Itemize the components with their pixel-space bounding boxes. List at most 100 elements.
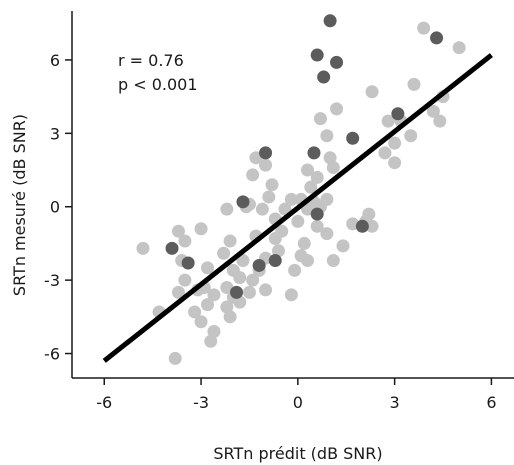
data-point-light bbox=[310, 219, 324, 233]
data-point-dark bbox=[317, 70, 331, 84]
x-tick-label: 6 bbox=[486, 393, 496, 412]
data-point-light bbox=[320, 227, 334, 241]
data-point-light bbox=[220, 202, 234, 216]
x-tick-label: -3 bbox=[193, 393, 209, 412]
data-point-light bbox=[207, 288, 221, 302]
data-point-light bbox=[407, 77, 421, 91]
data-point-light bbox=[236, 254, 250, 268]
data-point-light bbox=[365, 219, 379, 233]
y-tick-label: -3 bbox=[44, 271, 60, 290]
data-point-dark bbox=[252, 258, 266, 272]
data-point-light bbox=[217, 246, 231, 260]
data-point-light bbox=[233, 271, 247, 285]
data-point-light bbox=[220, 300, 234, 314]
data-point-dark bbox=[307, 146, 321, 160]
data-point-light bbox=[171, 285, 185, 299]
data-point-light bbox=[259, 158, 273, 172]
data-point-light bbox=[255, 202, 269, 216]
data-point-light bbox=[268, 232, 282, 246]
data-point-light bbox=[426, 104, 440, 118]
data-point-dark bbox=[181, 256, 195, 270]
data-point-light bbox=[404, 129, 418, 143]
data-point-dark bbox=[355, 219, 369, 233]
x-axis-label: SRTn prédit (dB SNR) bbox=[213, 444, 382, 463]
data-point-light bbox=[388, 136, 402, 150]
data-point-light bbox=[336, 239, 350, 253]
data-point-light bbox=[320, 129, 334, 143]
data-point-light bbox=[262, 190, 276, 204]
y-tick-label: -6 bbox=[44, 345, 60, 364]
data-point-light bbox=[246, 273, 260, 287]
data-point-light bbox=[249, 151, 263, 165]
data-point-light bbox=[365, 85, 379, 99]
data-point-light bbox=[201, 261, 215, 275]
data-point-light bbox=[204, 334, 218, 348]
data-point-light bbox=[171, 224, 185, 238]
data-point-light bbox=[168, 351, 182, 365]
data-point-light bbox=[288, 263, 302, 277]
data-point-light bbox=[388, 156, 402, 170]
data-point-light bbox=[304, 180, 318, 194]
data-point-light bbox=[223, 234, 237, 248]
data-point-light bbox=[223, 310, 237, 324]
data-point-dark bbox=[259, 146, 273, 160]
data-point-light bbox=[297, 236, 311, 250]
p-value-annotation: p < 0.001 bbox=[118, 75, 198, 94]
data-point-dark bbox=[323, 14, 337, 28]
data-point-light bbox=[378, 146, 392, 160]
axes bbox=[71, 11, 514, 379]
data-point-light bbox=[194, 315, 208, 329]
data-point-dark bbox=[230, 285, 244, 299]
data-point-light bbox=[452, 41, 466, 55]
data-point-light bbox=[220, 280, 234, 294]
data-point-light bbox=[178, 273, 192, 287]
data-point-light bbox=[246, 168, 260, 182]
data-point-dark bbox=[236, 195, 250, 209]
data-point-light bbox=[271, 244, 285, 258]
tick-group: -6 -3 0 3 6 -6 -3 0 3 6 bbox=[44, 51, 496, 412]
data-point-light bbox=[284, 288, 298, 302]
y-tick-label: 0 bbox=[50, 198, 60, 217]
data-point-dark bbox=[346, 131, 360, 145]
data-point-light bbox=[417, 21, 431, 35]
x-tick-label: 3 bbox=[390, 393, 400, 412]
data-point-light bbox=[201, 298, 215, 312]
data-point-light bbox=[242, 285, 256, 299]
correlation-r-annotation: r = 0.76 bbox=[118, 51, 184, 70]
data-point-light bbox=[233, 295, 247, 309]
data-point-light bbox=[207, 325, 221, 339]
x-tick-label: 0 bbox=[293, 393, 303, 412]
data-point-light bbox=[284, 192, 298, 206]
y-tick-label: 6 bbox=[50, 51, 60, 70]
data-point-light bbox=[301, 163, 315, 177]
data-point-dark bbox=[430, 31, 444, 45]
data-point-light bbox=[136, 241, 150, 255]
y-tick-label: 3 bbox=[50, 124, 60, 143]
data-point-light bbox=[291, 214, 305, 228]
data-point-dark bbox=[391, 107, 405, 121]
data-point-dark bbox=[268, 254, 282, 268]
data-point-light bbox=[294, 249, 308, 263]
data-point-light bbox=[178, 234, 192, 248]
x-tick-label: -6 bbox=[96, 393, 112, 412]
data-points bbox=[136, 14, 466, 365]
data-point-dark bbox=[310, 48, 324, 62]
data-point-light bbox=[188, 305, 202, 319]
data-point-light bbox=[326, 161, 340, 175]
data-point-dark bbox=[330, 55, 344, 69]
data-point-light bbox=[330, 102, 344, 116]
data-point-dark bbox=[165, 241, 179, 255]
data-point-light bbox=[265, 178, 279, 192]
data-point-light bbox=[194, 222, 208, 236]
data-point-light bbox=[433, 114, 447, 128]
data-point-light bbox=[313, 112, 327, 126]
data-point-light bbox=[310, 170, 324, 184]
y-axis-label: SRTn mesuré (dB SNR) bbox=[10, 114, 29, 296]
data-point-light bbox=[381, 114, 395, 128]
data-point-light bbox=[259, 283, 273, 297]
data-point-dark bbox=[310, 207, 324, 221]
regression-line bbox=[102, 53, 493, 363]
data-point-light bbox=[323, 151, 337, 165]
data-point-light bbox=[326, 254, 340, 268]
